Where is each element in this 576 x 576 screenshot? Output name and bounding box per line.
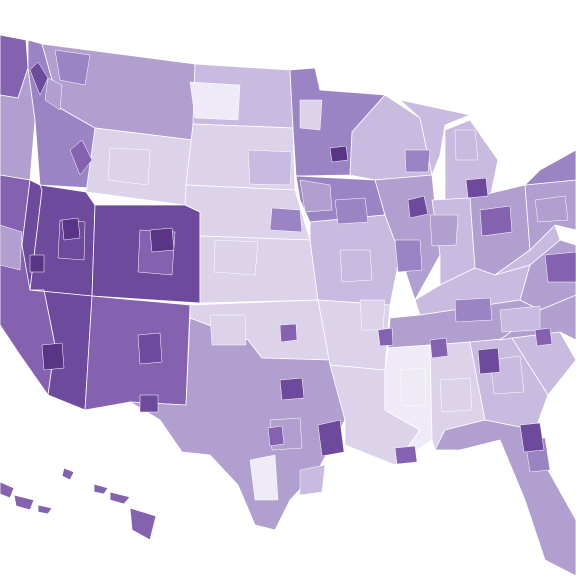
county-patch — [0, 224, 23, 271]
county-patch — [189, 81, 241, 121]
county-patch — [439, 377, 473, 413]
hotspot-albuquerque[interactable] — [137, 332, 163, 365]
hotspot-memphis[interactable] — [377, 327, 394, 347]
county-patch — [479, 205, 513, 237]
hotspot-dallas[interactable] — [279, 377, 305, 401]
county-patch — [29, 61, 49, 96]
county-patch — [429, 214, 459, 247]
hotspot-orlando[interactable] — [519, 422, 545, 453]
state-michigan[interactable] — [399, 99, 499, 201]
hotspot-chicago[interactable] — [407, 195, 429, 219]
county-patch — [534, 195, 569, 223]
county-patch — [209, 314, 247, 346]
county-patch — [249, 454, 279, 501]
county-patch — [394, 239, 423, 273]
metro-hotspots-layer — [29, 145, 553, 465]
hotspot-okc[interactable] — [279, 323, 298, 343]
hotspot-detroit[interactable] — [465, 177, 489, 199]
state-new-mexico[interactable] — [84, 295, 191, 411]
hotspot-denver[interactable] — [149, 227, 175, 253]
county-patch — [339, 249, 373, 283]
hotspot-charlotte[interactable] — [534, 327, 553, 347]
state-hawaii[interactable] — [0, 467, 157, 541]
county-patch — [299, 464, 326, 496]
county-patch — [107, 147, 151, 186]
county-patch — [269, 207, 303, 233]
hotspot-new-orleans[interactable] — [394, 445, 418, 465]
county-patch — [499, 305, 541, 333]
county-patch — [299, 99, 323, 131]
hotspot-nashville[interactable] — [429, 337, 449, 359]
county-patch — [334, 197, 369, 225]
hotspot-atlanta[interactable] — [477, 347, 501, 375]
hotspot-houston[interactable] — [317, 419, 345, 457]
county-patch — [247, 149, 293, 186]
hotspot-el-paso[interactable] — [139, 394, 159, 413]
state-new-york[interactable] — [524, 149, 576, 186]
hotspot-minneapolis[interactable] — [329, 145, 349, 163]
county-patch — [544, 251, 576, 283]
county-patch — [69, 139, 93, 176]
county-patch — [299, 179, 333, 213]
hotspot-phoenix[interactable] — [41, 342, 65, 371]
county-patch — [359, 299, 386, 331]
county-patch — [44, 77, 63, 111]
county-patch — [454, 297, 493, 323]
county-patch — [404, 149, 431, 173]
hotspot-salt-lake[interactable] — [61, 217, 81, 241]
hotspot-austin[interactable] — [267, 425, 285, 447]
county-patch — [213, 239, 259, 276]
county-patch — [454, 129, 479, 161]
hotspot-las-vegas[interactable] — [29, 254, 45, 273]
county-patch — [54, 49, 91, 86]
state-west-virginia[interactable] — [494, 224, 561, 276]
county-patch — [399, 367, 427, 407]
